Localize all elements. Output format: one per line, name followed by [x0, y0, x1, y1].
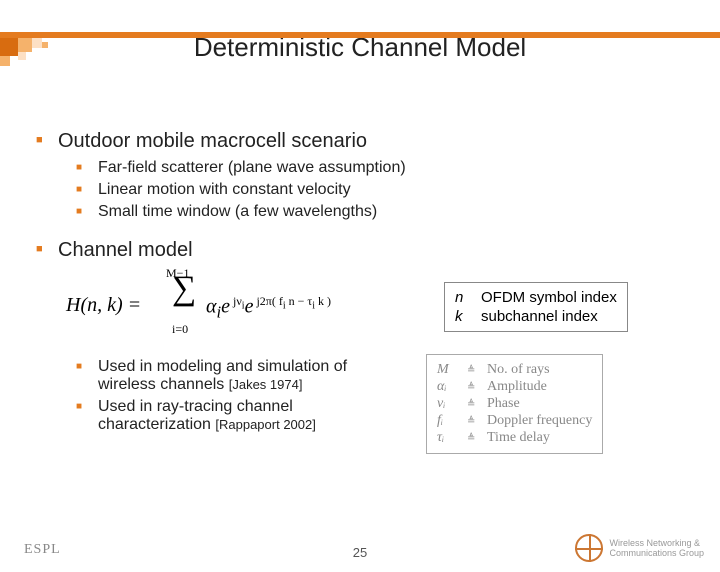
deco-square	[0, 38, 18, 56]
formula-lhs: H(n, k) =	[66, 294, 141, 317]
def-equals-icon: ≜	[467, 433, 479, 444]
def-symbol: αᵢ	[437, 379, 459, 395]
index-legend-box: nk OFDM symbol index subchannel index	[444, 282, 628, 332]
def-text: Phase	[487, 396, 520, 412]
def-equals-icon: ≜	[467, 399, 479, 410]
def-symbol: fᵢ	[437, 413, 459, 429]
deco-square	[18, 52, 26, 60]
use-item: Used in modeling and simulation of wirel…	[76, 358, 406, 394]
section1-item: Linear motion with constant velocity	[76, 181, 696, 199]
top-accent-border	[0, 32, 720, 38]
deco-square	[32, 38, 42, 48]
legend-text: subchannel index	[481, 308, 617, 325]
formula-rhs: αie jνie j2π( fi n − τi k )	[206, 294, 331, 323]
def-text: Amplitude	[487, 379, 547, 395]
legend-text: OFDM symbol index	[481, 289, 617, 306]
formula-sum-lower: i=0	[172, 322, 188, 337]
section1-heading: Outdoor mobile macrocell scenario	[36, 130, 696, 153]
section1-item: Small time window (a few wavelengths)	[76, 203, 696, 221]
def-equals-icon: ≜	[467, 382, 479, 393]
symbol-def-row: τᵢ ≜ Time delay	[437, 430, 592, 446]
def-symbol: M	[437, 362, 459, 378]
section1-item: Far-field scatterer (plane wave assumpti…	[76, 159, 696, 177]
def-text: No. of rays	[487, 362, 550, 378]
sigma-symbol: ∑	[172, 272, 196, 306]
symbol-def-row: νᵢ ≜ Phase	[437, 396, 592, 412]
formula-row: H(n, k) = M−1 ∑ i=0 αie jνie j2π( fi n −…	[36, 272, 696, 342]
symbol-def-row: M ≜ No. of rays	[437, 362, 592, 378]
use-item: Used in ray-tracing channel characteriza…	[76, 398, 406, 434]
globe-icon	[575, 534, 603, 562]
legend-symbol: n	[455, 289, 469, 306]
deco-square	[42, 42, 48, 48]
logo-right: Wireless Networking & Communications Gro…	[575, 534, 704, 562]
slide-content: Outdoor mobile macrocell scenario Far-fi…	[36, 112, 696, 454]
deco-square	[0, 56, 10, 66]
legend-symbol: k	[455, 308, 469, 325]
lower-row: Used in modeling and simulation of wirel…	[36, 354, 696, 454]
symbol-definitions-box: M ≜ No. of rays αᵢ ≜ Amplitude νᵢ ≜ Phase fᵢ ≜ Dopp…	[426, 354, 603, 454]
def-equals-icon: ≜	[467, 416, 479, 427]
def-symbol: νᵢ	[437, 396, 459, 412]
def-equals-icon: ≜	[467, 365, 479, 376]
corner-decoration	[0, 38, 80, 78]
def-text: Time delay	[487, 430, 550, 446]
channel-formula: H(n, k) = M−1 ∑ i=0 αie jνie j2π( fi n −…	[66, 272, 426, 342]
section2-heading: Channel model	[36, 239, 696, 262]
symbol-def-row: αᵢ ≜ Amplitude	[437, 379, 592, 395]
deco-square	[18, 38, 32, 52]
def-text: Doppler frequency	[487, 413, 592, 429]
logo-right-line2: Communications Group	[609, 548, 704, 558]
symbol-def-row: fᵢ ≜ Doppler frequency	[437, 413, 592, 429]
def-symbol: τᵢ	[437, 430, 459, 446]
